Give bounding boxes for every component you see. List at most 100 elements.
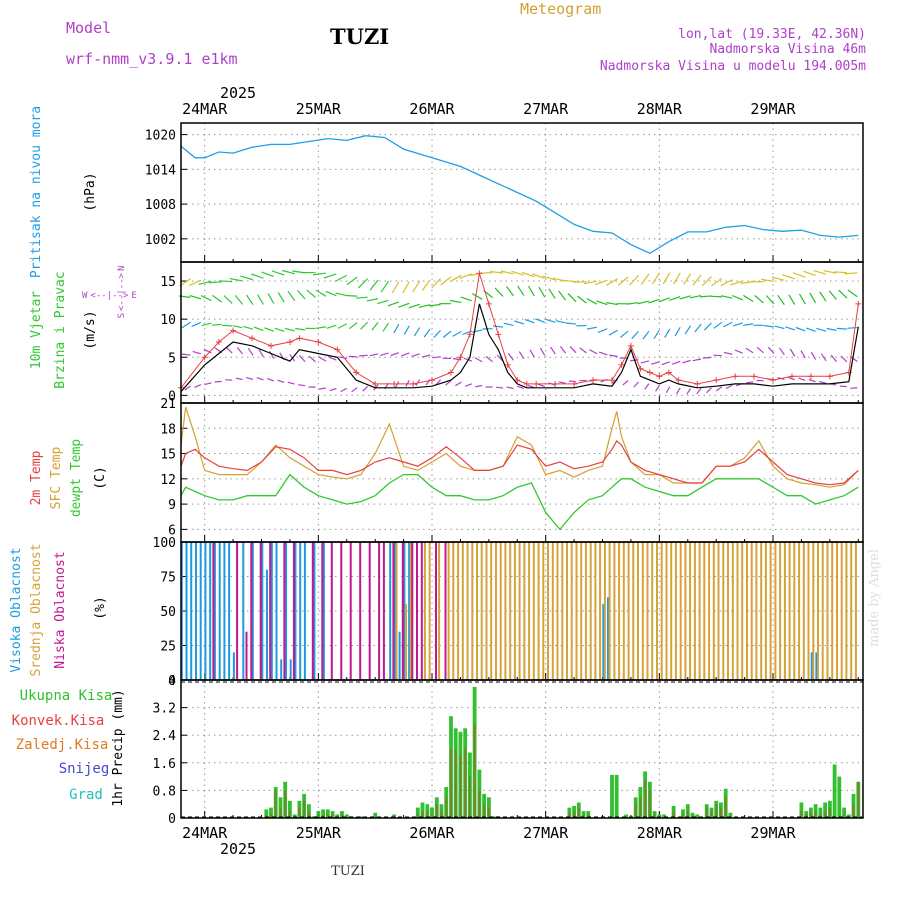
bottom-day-label: 26MAR — [409, 824, 455, 842]
cloud-bar — [476, 542, 478, 680]
wind-vector — [850, 387, 858, 389]
wind-vector — [606, 278, 618, 286]
wind-panel: 15 10 5 0 — [160, 262, 863, 404]
precip-conv-bar — [289, 811, 291, 818]
wind-vector — [838, 289, 848, 299]
y-tick-label: 12 — [160, 473, 176, 488]
cloud-bar — [447, 542, 450, 680]
wind-compass-ns: S <--|-->N — [117, 266, 127, 319]
precip-total-bar — [288, 800, 292, 819]
cloud-bar — [840, 542, 843, 680]
precip-total-bar — [832, 764, 837, 818]
wind-vector — [203, 348, 212, 354]
cloud-bar — [660, 542, 663, 680]
wind-vector — [325, 290, 337, 297]
cloud-bar — [774, 542, 777, 680]
cloud-bar — [270, 542, 273, 680]
wind-vector — [201, 322, 212, 327]
wind-vector — [550, 346, 556, 355]
pressure-unit: (hPa) — [83, 172, 98, 211]
cloud-bar — [261, 542, 264, 680]
wind-vector — [485, 356, 494, 363]
cloud-bar — [236, 542, 239, 680]
wind-vector — [559, 346, 567, 354]
wind-vector — [651, 361, 660, 365]
wind-vector — [792, 272, 806, 278]
wind-vector — [296, 289, 306, 300]
wind-vector — [413, 327, 421, 337]
wind-vector — [380, 280, 389, 293]
cloud-unit: (%) — [93, 596, 108, 619]
wind-vector — [284, 327, 295, 332]
wind-vector — [235, 377, 243, 381]
cloud-bar — [504, 542, 507, 680]
wind-vector — [496, 386, 504, 389]
wind-vector — [517, 385, 525, 389]
precip-total-bar — [420, 802, 425, 818]
cloud-bar — [403, 542, 406, 680]
cloud-bar — [401, 542, 404, 680]
wind-ylabel-1: 10m Vjetar — [29, 291, 44, 369]
precip-conv-bar — [469, 776, 471, 818]
precip-total-bar — [335, 814, 340, 818]
y-tick-label: 4 — [168, 674, 176, 689]
wind-vector — [281, 269, 295, 275]
wind-vector — [256, 377, 264, 381]
cloud-bar — [575, 542, 578, 680]
wind-vector — [318, 356, 327, 362]
precip-conv-bar — [459, 755, 462, 818]
cloud-bar — [769, 542, 772, 680]
cloud-bar — [457, 542, 460, 680]
cloud-bar — [392, 542, 395, 680]
temperature-panel: 21 18 15 12 9 6 — [160, 397, 863, 542]
wind-vector — [734, 349, 743, 354]
wind-vector — [246, 376, 254, 380]
wind-vector — [810, 351, 817, 360]
wind-vector — [191, 321, 202, 327]
wind-vector — [599, 351, 608, 356]
precip-conv-bar — [577, 807, 580, 818]
precip-conv-bar — [445, 797, 448, 818]
wind-vector — [503, 322, 514, 327]
wind-vector — [720, 279, 733, 287]
cloud-bar — [393, 542, 396, 680]
wind-vector — [208, 281, 222, 284]
cloud-bar — [594, 542, 597, 680]
cloud-bar — [689, 542, 692, 680]
precip-conv-bar — [639, 797, 642, 818]
cloud-bar — [490, 542, 493, 680]
cloud-bar — [613, 542, 616, 680]
cloud-bar — [411, 542, 414, 680]
wind-vector — [788, 294, 796, 305]
cloud-bar — [717, 542, 720, 680]
precip-total-bar — [325, 809, 330, 818]
wind-vector — [608, 329, 618, 336]
wind-vector — [258, 349, 264, 358]
wind-vector — [223, 295, 233, 304]
cloud-bar — [793, 542, 796, 680]
cloud-bar — [289, 659, 292, 680]
cloud-ylabel-1: Visoka Oblacnost — [9, 547, 24, 672]
top-day-labels: 24MAR 25MAR 26MAR 27MAR 28MAR 29MAR — [182, 100, 796, 118]
cloud-bar — [378, 542, 381, 680]
precip-conv-bar — [322, 814, 324, 818]
y-tick-label: 75 — [160, 571, 176, 586]
wind-vector — [298, 384, 306, 387]
wind-vector — [247, 347, 254, 356]
precip-conv-bar — [843, 814, 845, 818]
precip-conv-bar — [653, 814, 656, 818]
wind-vector — [211, 323, 222, 326]
precip-total-bar — [373, 812, 378, 818]
wind-unit: (m/s) — [83, 310, 98, 349]
wind-vector — [277, 292, 285, 303]
wind-vector — [844, 272, 858, 275]
wind-compass-we: W <--|--> E — [82, 291, 137, 301]
wind-vector — [637, 300, 650, 305]
wind-vector — [631, 330, 639, 340]
wind-vector — [266, 378, 275, 382]
wind-vector — [506, 386, 514, 390]
precip-conv-bar — [298, 807, 301, 818]
wind-vector — [715, 386, 723, 392]
cloud-bar — [245, 631, 248, 680]
